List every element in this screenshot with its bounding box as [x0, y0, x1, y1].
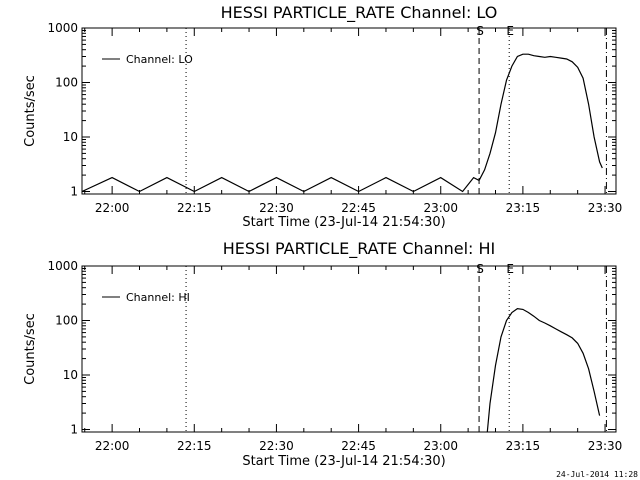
- x-tick-label: 23:30: [588, 439, 623, 453]
- x-tick-label: 22:45: [341, 439, 376, 453]
- plot-timestamp: 24-Jul-2014 11:28: [556, 470, 638, 479]
- x-tick-label: 22:15: [177, 439, 212, 453]
- chart-title: HESSI PARTICLE_RATE Channel: LO: [221, 3, 498, 23]
- x-axis-label: Start Time (23-Jul-14 21:54:30): [242, 454, 445, 469]
- y-tick-label: 1000: [47, 259, 78, 273]
- event-marker-label: S: [476, 24, 484, 38]
- x-tick-label: 22:00: [95, 439, 130, 453]
- x-axis-label: Start Time (23-Jul-14 21:54:30): [242, 215, 445, 230]
- series-line: [81, 53, 603, 193]
- event-marker-label: E: [506, 262, 514, 276]
- x-tick-label: 22:30: [259, 201, 294, 215]
- event-marker-label: E: [506, 24, 514, 38]
- x-tick-label: 23:00: [423, 201, 458, 215]
- event-marker-label: S: [476, 262, 484, 276]
- legend-label: Channel: LO: [126, 53, 193, 66]
- chart-panel-2: HESSI PARTICLE_RATE Channel: HI 1 10 100 100…: [23, 239, 622, 469]
- y-tick-label: 10: [63, 368, 78, 382]
- x-tick-label: 22:15: [177, 201, 212, 215]
- legend-label: Channel: HI: [126, 291, 190, 304]
- y-axis-label: Counts/sec: [23, 313, 38, 385]
- series-line: [486, 307, 601, 433]
- chart-title: HESSI PARTICLE_RATE Channel: HI: [223, 239, 496, 259]
- y-tick-label: 100: [55, 76, 78, 90]
- y-tick-label: 1: [70, 423, 78, 437]
- y-tick-label: 1000: [47, 21, 78, 35]
- y-tick-label: 1: [70, 185, 78, 199]
- x-tick-label: 22:30: [259, 439, 294, 453]
- x-tick-label: 23:15: [506, 201, 541, 215]
- x-tick-label: 23:15: [506, 439, 541, 453]
- y-tick-label: 100: [55, 314, 78, 328]
- x-tick-label: 22:45: [341, 201, 376, 215]
- y-axis-label: Counts/sec: [23, 75, 38, 147]
- y-tick-label: 10: [63, 130, 78, 144]
- x-tick-label: 23:00: [423, 439, 458, 453]
- x-tick-label: 22:00: [95, 201, 130, 215]
- x-tick-label: 23:30: [588, 201, 623, 215]
- chart-panel-1: HESSI PARTICLE_RATE Channel: LO 1 10 100 100…: [23, 3, 622, 230]
